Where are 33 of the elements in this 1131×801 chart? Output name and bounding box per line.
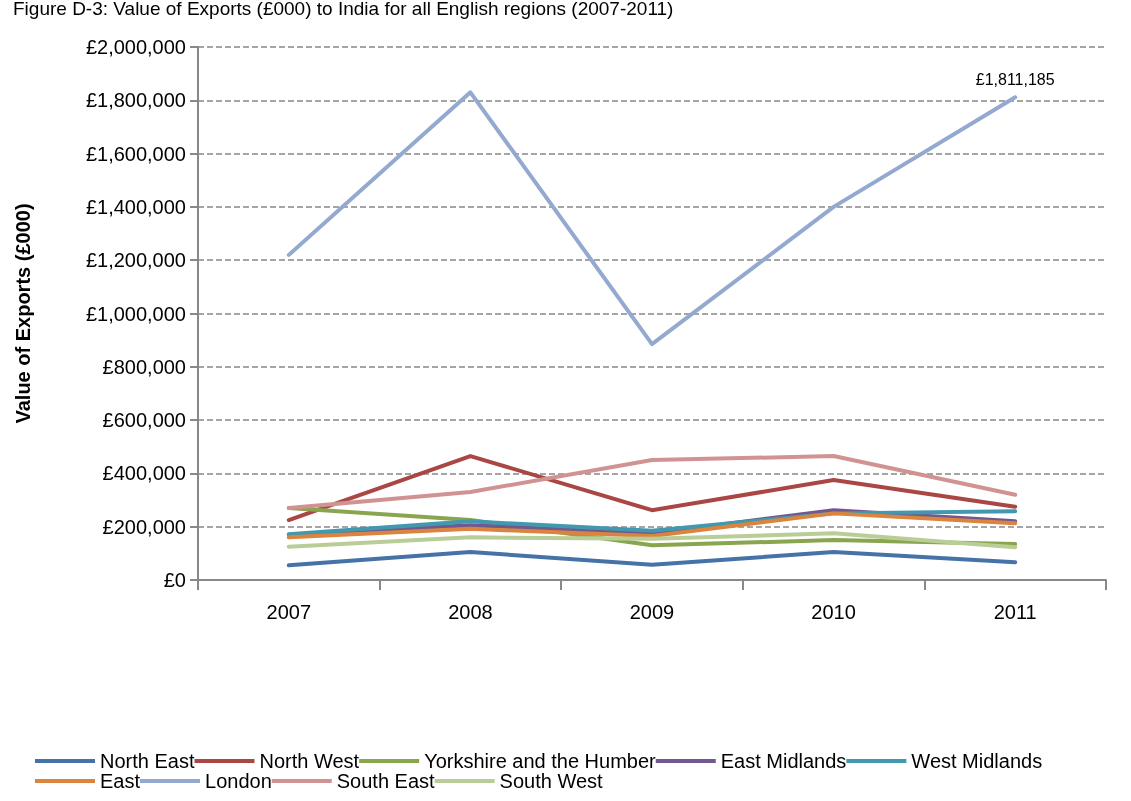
y-tick-label: £2,000,000 <box>85 36 186 58</box>
y-tick-label: £1,800,000 <box>85 89 186 112</box>
legend-label: East <box>100 770 141 792</box>
annotation: £1,811,185 <box>975 70 1055 88</box>
x-tick-label: 2009 <box>629 601 675 623</box>
line-series <box>286 90 1018 347</box>
legend-label: London <box>205 770 272 792</box>
legend-label: North West <box>259 750 360 772</box>
y-tick-label: £0 <box>163 569 186 591</box>
line-series <box>286 531 1018 550</box>
y-tick-label: £400,000 <box>102 462 186 485</box>
legend-label: North East <box>100 750 195 772</box>
y-tick-label: £600,000 <box>102 409 186 432</box>
x-tick-label: 2007 <box>266 601 312 623</box>
y-tick-label: £800,000 <box>102 355 186 378</box>
chart-title: Figure D-3: Value of Exports (£000) to India for all English regions (2007-2011) <box>13 0 674 19</box>
y-tick-label: £1,600,000 <box>85 142 186 165</box>
line-series <box>286 454 1018 511</box>
y-tick-label: £1,000,000 <box>85 302 186 325</box>
x-tick-label: 2010 <box>811 601 856 623</box>
x-tick-label: 2011 <box>993 601 1037 623</box>
y-tick-label: £200,000 <box>102 515 186 538</box>
legend-label: South East <box>336 770 436 792</box>
x-tick-label: 2008 <box>448 601 493 623</box>
y-tick-label: £1,200,000 <box>85 249 186 272</box>
y-tick-label: £1,400,000 <box>85 195 186 218</box>
legend-label: Yorkshire and the Humber <box>424 750 657 772</box>
line-series <box>286 454 1018 523</box>
line-series <box>286 550 1018 568</box>
legend-label: East Midlands <box>720 750 847 772</box>
legend-label: West Midlands <box>911 750 1043 772</box>
y-axis-title: Value of Exports (£000) <box>12 203 34 424</box>
legend-label: South West <box>499 770 604 792</box>
